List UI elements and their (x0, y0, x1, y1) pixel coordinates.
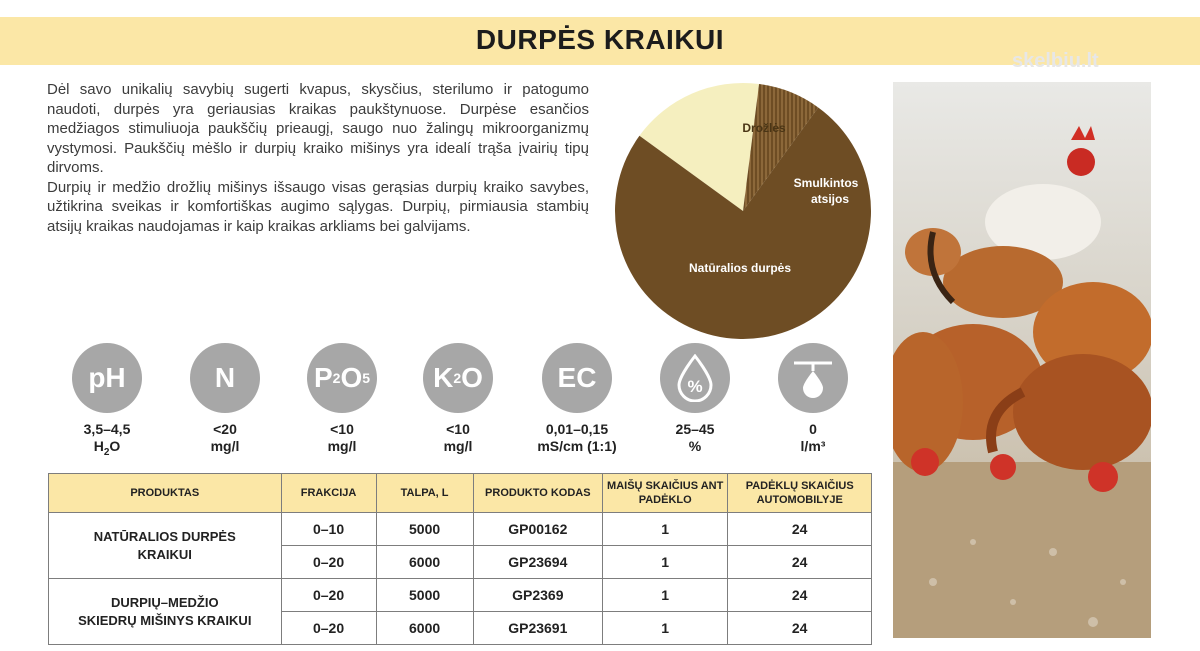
indicator-unit: % (688, 438, 702, 454)
col-header-kodas: PRODUKTO KODAS (472, 473, 604, 513)
indicator-value: <10 (330, 421, 354, 437)
col-header-produktas: PRODUKTAS (48, 473, 282, 513)
table-row: DURPIŲ–MEDŽIO SKIEDRŲ MIŠINYS KRAIKUI 0–… (48, 578, 872, 645)
formula-sub: 2 (453, 370, 462, 386)
indicator-symbol: pH (72, 343, 142, 413)
table-cell: 1 (602, 611, 729, 645)
formula-symbol: P (313, 362, 333, 393)
table-cell: 24 (727, 512, 872, 546)
table-cell: 6000 (375, 611, 474, 645)
col-header-frakcija: FRAKCIJA (280, 473, 377, 513)
product-table: PRODUKTAS FRAKCIJA TALPA, L PRODUKTO KOD… (48, 473, 872, 645)
chickens-photo (893, 82, 1151, 638)
table-cell: 6000 (375, 545, 474, 579)
indicator: EC 0,01–0,15 mS/cm (1:1) (532, 343, 622, 455)
pie-label-atsijos-line2: atsijos (811, 192, 849, 206)
formula-sub: 5 (362, 370, 371, 386)
table-cell: GP23691 (472, 611, 604, 645)
indicator-unit: H2O (62, 438, 152, 461)
table-cell: 24 (727, 611, 872, 645)
product-name-line: SKIEDRŲ MIŠINYS KRAIKUI (78, 612, 252, 628)
indicator: % 25–45% (650, 343, 740, 455)
pie-label-durpes: Natūralios durpės (689, 261, 791, 275)
formula-sub: 2 (332, 370, 341, 386)
table-header-row: PRODUKTAS FRAKCIJA TALPA, L PRODUKTO KOD… (48, 473, 872, 513)
formula-symbol: O (340, 362, 363, 393)
formula-symbol: O (461, 362, 483, 393)
table-cell: 0–20 (280, 545, 377, 579)
indicator-value: 25–45 (675, 421, 715, 437)
unit-sub: 2 (103, 446, 110, 458)
page-title: DURPĖS KRAIKUI (475, 24, 725, 55)
indicator: pH 3,5–4,5 H2O (62, 343, 152, 461)
indicator-unit: mg/l (327, 438, 357, 454)
title-band (0, 17, 1200, 65)
indicator-value: 0,01–0,15 (545, 421, 609, 437)
unit-part: H (93, 438, 104, 454)
indicator: N <20 mg/l (180, 343, 270, 455)
col-header-padeklu: PADĖKLŲ SKAIČIUS AUTOMOBILYJE (727, 473, 872, 513)
pie-label-atsijos-line1: Smulkintos (794, 176, 859, 190)
product-name-line: NATŪRALIOS DURPĖS (93, 528, 236, 544)
pie-slice-atsijos (743, 84, 819, 211)
unit-part: O (109, 438, 121, 454)
indicator-symbol: N (190, 343, 260, 413)
pie-label-drozles: Drožlės (742, 121, 786, 135)
indicator-unit: l/m³ (800, 438, 826, 454)
indicator-unit: mS/cm (1:1) (537, 438, 617, 454)
watermark: skelbiu.lt (1012, 50, 1099, 72)
table-row: 0–20 6000 GP23694 1 24 (49, 545, 872, 579)
indicator-unit: mg/l (443, 438, 473, 454)
table-cell: 0–10 (280, 512, 377, 546)
table-row: 0–20 6000 GP23691 1 24 (49, 611, 872, 645)
col-header-maisu: MAIŠŲ SKAIČIUS ANT PADĖKLO (602, 473, 729, 513)
composition-pie-chart: Drožlės Smulkintos atsijos Natūralios du… (615, 83, 871, 339)
drop-percent-symbol: % (687, 377, 702, 396)
table-cell: 24 (727, 578, 872, 612)
description-paragraph-2: Durpių ir medžio drožlių mišinys išsaugo… (47, 178, 589, 235)
table-cell: 5000 (375, 578, 474, 612)
indicator-value: 3,5–4,5 (83, 421, 131, 437)
table-cell: 1 (602, 512, 729, 546)
product-name-line: DURPIŲ–MEDŽIO (110, 594, 219, 610)
col-header-talpa: TALPA, L (375, 473, 474, 513)
table-cell: 24 (727, 545, 872, 579)
product-name-cell: DURPIŲ–MEDŽIO SKIEDRŲ MIŠINYS KRAIKUI (48, 578, 282, 645)
indicator: K 2 O <10 mg/l (413, 343, 503, 455)
indicator-symbol: EC (542, 343, 612, 413)
description: Dėl savo unikalių savybių sugerti kvapus… (47, 80, 589, 236)
indicator-value: <10 (446, 421, 470, 437)
indicator-value: 0 (809, 421, 817, 437)
table-cell: GP00162 (472, 512, 604, 546)
product-name-line: KRAIKUI (137, 546, 192, 562)
product-name-cell: NATŪRALIOS DURPĖS KRAIKUI (48, 512, 282, 579)
indicator-value: <20 (213, 421, 237, 437)
sprinkler-drop-icon (778, 343, 848, 413)
table-cell: 1 (602, 545, 729, 579)
indicator: 0 l/m³ (768, 343, 858, 455)
formula-symbol: K (433, 362, 454, 393)
drop-percent-icon: % (660, 343, 730, 413)
indicator: P 2 O 5 <10 mg/l (297, 343, 387, 455)
pie-slice-durpes (615, 107, 871, 339)
table-cell: GP2369 (472, 578, 604, 612)
table-cell: 0–20 (280, 611, 377, 645)
table-cell: GP23694 (472, 545, 604, 579)
table-cell: 0–20 (280, 578, 377, 612)
table-row: NATŪRALIOS DURPĖS KRAIKUI 0–10 5000 GP00… (48, 512, 872, 579)
table-cell: 5000 (375, 512, 474, 546)
table-cell: 1 (602, 578, 729, 612)
indicator-unit: mg/l (210, 438, 240, 454)
description-paragraph-1: Dėl savo unikalių savybių sugerti kvapus… (47, 81, 589, 176)
pie-slice-drozles (639, 83, 760, 211)
